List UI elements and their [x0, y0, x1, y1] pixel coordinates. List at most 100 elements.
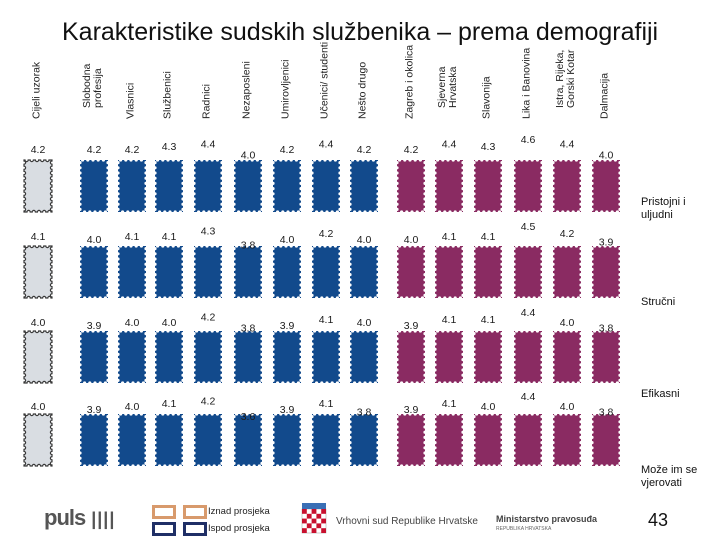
value-label-3-13: 4.0	[560, 401, 575, 413]
stamp-1-10	[435, 246, 463, 298]
stamp-0-12	[514, 160, 542, 212]
stamp-0-11	[474, 160, 502, 212]
stamp-2-6	[273, 331, 301, 383]
value-label-1-1: 4.0	[87, 234, 102, 246]
value-label-1-5: 3.8	[241, 239, 256, 251]
stamp-2-3	[155, 331, 183, 383]
value-label-3-8: 3.8	[357, 407, 372, 419]
value-label-3-9: 3.9	[404, 404, 419, 416]
value-label-1-13: 4.2	[560, 228, 575, 240]
value-label-0-8: 4.2	[357, 144, 372, 156]
stamp-3-11	[474, 414, 502, 466]
value-label-0-9: 4.2	[404, 144, 419, 156]
value-label-2-6: 3.9	[280, 320, 295, 332]
legend-swatch-secondary	[183, 522, 207, 536]
stamp-2-2	[118, 331, 146, 383]
stamp-0-13	[553, 160, 581, 212]
value-label-0-12: 4.6	[521, 134, 536, 146]
stamp-0-4	[194, 160, 222, 212]
value-label-0-6: 4.2	[280, 144, 295, 156]
stamp-0-10	[435, 160, 463, 212]
stamp-0-8	[350, 160, 378, 212]
stamp-3-13	[553, 414, 581, 466]
value-label-3-14: 3.8	[599, 407, 614, 419]
value-label-0-13: 4.4	[560, 138, 575, 150]
value-label-2-3: 4.0	[162, 317, 177, 329]
stamp-3-14	[592, 414, 620, 466]
stamp-2-14	[592, 331, 620, 383]
value-label-0-14: 4.0	[599, 150, 614, 162]
value-label-2-4: 4.2	[201, 311, 216, 323]
value-label-2-9: 3.9	[404, 320, 419, 332]
legend-swatch-secondary	[183, 505, 207, 519]
stamp-2-12	[514, 331, 542, 383]
stamp-0-6	[273, 160, 301, 212]
value-label-1-9: 4.0	[404, 234, 419, 246]
stamp-3-0	[23, 413, 53, 467]
value-label-1-0: 4.1	[31, 231, 46, 243]
value-label-3-2: 4.0	[125, 401, 140, 413]
value-label-1-6: 4.0	[280, 234, 295, 246]
value-label-3-5: 3.6	[241, 411, 256, 423]
stamp-1-8	[350, 246, 378, 298]
stamp-1-5	[234, 246, 262, 298]
stamp-0-7	[312, 160, 340, 212]
value-label-1-10: 4.1	[442, 231, 457, 243]
value-label-0-10: 4.4	[442, 138, 457, 150]
value-label-1-4: 4.3	[201, 225, 216, 237]
row-label-2: Efikasni	[641, 388, 680, 400]
value-label-0-1: 4.2	[87, 144, 102, 156]
value-label-2-5: 3.8	[241, 323, 256, 335]
stamp-3-12	[514, 414, 542, 466]
value-label-0-4: 4.4	[201, 138, 216, 150]
value-label-3-7: 4.1	[319, 398, 334, 410]
value-label-2-8: 4.0	[357, 317, 372, 329]
stamp-0-5	[234, 160, 262, 212]
value-label-2-7: 4.1	[319, 314, 334, 326]
stamp-1-6	[273, 246, 301, 298]
row-label-3: Može im se vjerovati	[641, 464, 698, 489]
value-label-2-12: 4.4	[521, 307, 536, 319]
stamp-0-0	[23, 159, 53, 213]
stamp-3-7	[312, 414, 340, 466]
row-label-1: Stručni	[641, 296, 676, 308]
value-label-0-11: 4.3	[481, 141, 496, 153]
stamp-2-11	[474, 331, 502, 383]
legend-above-label: Iznad prosjeka	[208, 506, 270, 517]
stamp-3-6	[273, 414, 301, 466]
stamp-0-2	[118, 160, 146, 212]
stamp-0-9	[397, 160, 425, 212]
value-label-0-3: 4.3	[162, 141, 177, 153]
value-label-1-14: 3.9	[599, 237, 614, 249]
page-number: 43	[648, 510, 669, 530]
value-label-2-10: 4.1	[442, 314, 457, 326]
stamp-0-3	[155, 160, 183, 212]
value-label-1-7: 4.2	[319, 228, 334, 240]
legend-below-swatch	[152, 522, 207, 536]
value-label-2-2: 4.0	[125, 317, 140, 329]
stamp-2-13	[553, 331, 581, 383]
stamp-2-4	[194, 331, 222, 383]
value-label-2-11: 4.1	[481, 314, 496, 326]
value-label-1-3: 4.1	[162, 231, 177, 243]
stamp-1-12	[514, 246, 542, 298]
stamp-2-10	[435, 331, 463, 383]
stamp-2-9	[397, 331, 425, 383]
stamp-1-11	[474, 246, 502, 298]
stamp-1-7	[312, 246, 340, 298]
stamp-3-4	[194, 414, 222, 466]
stamp-0-1	[80, 160, 108, 212]
stamp-2-7	[312, 331, 340, 383]
footer-ministry-subtitle: REPUBLIKA HRVATSKA	[496, 526, 552, 532]
value-label-2-13: 4.0	[560, 317, 575, 329]
stamp-1-4	[194, 246, 222, 298]
value-label-3-6: 3.9	[280, 404, 295, 416]
croatian-coat-of-arms-icon	[301, 503, 327, 534]
footer-ministry-name: Ministarstvo pravosuđa	[496, 514, 598, 524]
page-title: Karakteristike sudskih službenika – prem…	[62, 18, 659, 46]
value-label-3-4: 4.2	[201, 395, 216, 407]
stamp-0-14	[592, 160, 620, 212]
value-label-1-11: 4.1	[481, 231, 496, 243]
value-label-3-12: 4.4	[521, 391, 536, 403]
